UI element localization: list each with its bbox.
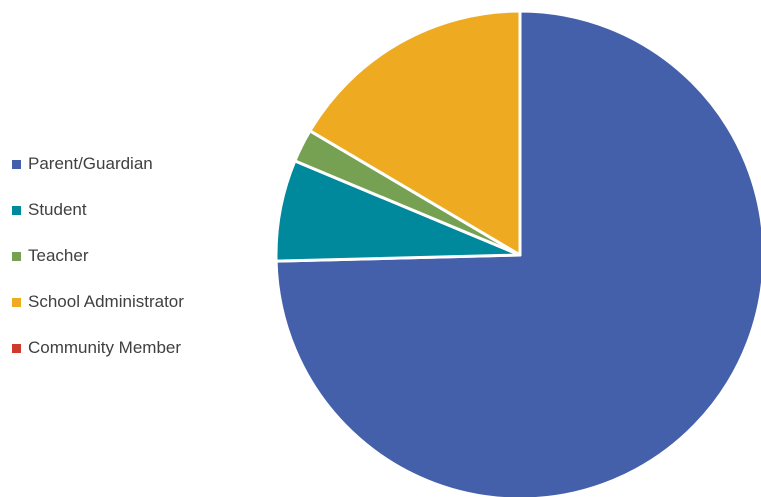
legend-item-teacher: Teacher	[12, 245, 184, 267]
pie-slice-school-administrator	[308, 9, 522, 257]
legend-label: Student	[28, 200, 87, 219]
legend-swatch	[12, 159, 21, 169]
legend-label: Teacher	[28, 246, 89, 265]
legend-label: Community Member	[28, 338, 182, 357]
chart-legend: Parent/Guardian Student Teacher School A…	[12, 153, 184, 383]
legend-swatch	[12, 343, 21, 353]
legend-item-student: Student	[12, 199, 184, 221]
legend-swatch	[12, 205, 21, 215]
legend-swatch	[12, 251, 21, 261]
legend-item-community-member: Community Member	[12, 337, 184, 359]
legend-item-parent-guardian: Parent/Guardian	[12, 153, 184, 175]
legend-item-school-administrator: School Administrator	[12, 291, 184, 313]
legend-swatch	[12, 297, 21, 307]
legend-label: Parent/Guardian	[28, 154, 153, 173]
pie-slice-parent-guardian	[274, 9, 761, 497]
legend-label: School Administrator	[28, 292, 184, 311]
